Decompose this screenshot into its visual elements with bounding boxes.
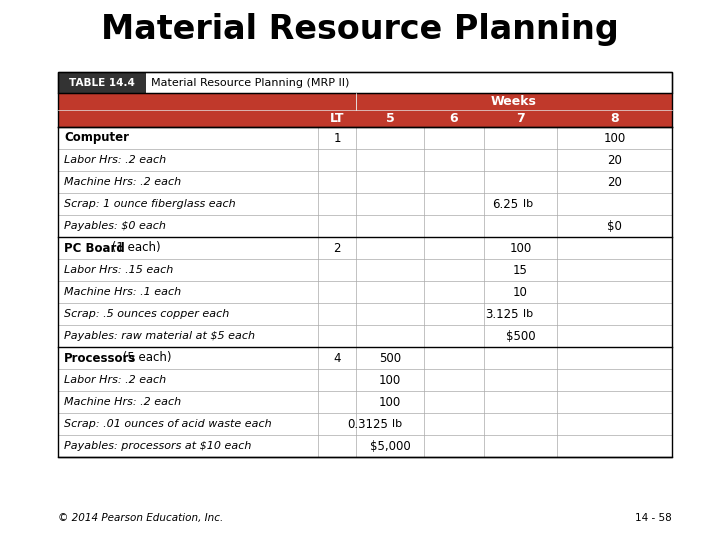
Text: Payables: processors at $10 each: Payables: processors at $10 each: [64, 441, 251, 451]
Bar: [58, 281, 672, 303]
Text: Scrap: .5 ounces copper each: Scrap: .5 ounces copper each: [64, 309, 229, 319]
Text: 20: 20: [607, 176, 622, 188]
Text: Scrap: 1 ounce fiberglass each: Scrap: 1 ounce fiberglass each: [64, 199, 235, 209]
Text: 10: 10: [513, 286, 528, 299]
Text: Labor Hrs: .2 each: Labor Hrs: .2 each: [64, 155, 166, 165]
Text: 1: 1: [333, 132, 341, 145]
Text: lb: lb: [523, 309, 533, 319]
Bar: [58, 215, 672, 237]
Text: (1 each): (1 each): [108, 241, 161, 254]
Text: Weeks: Weeks: [491, 95, 537, 108]
Text: Machine Hrs: .1 each: Machine Hrs: .1 each: [64, 287, 181, 297]
Bar: [58, 72, 146, 93]
Text: 6.25: 6.25: [492, 198, 518, 211]
Bar: [58, 369, 672, 391]
Text: © 2014 Pearson Education, Inc.: © 2014 Pearson Education, Inc.: [58, 513, 223, 523]
Text: 7: 7: [516, 112, 525, 125]
Text: (5 each): (5 each): [119, 352, 171, 365]
Bar: [58, 391, 672, 413]
Text: $5,000: $5,000: [369, 440, 410, 453]
Text: lb: lb: [523, 199, 533, 209]
Text: Labor Hrs: .2 each: Labor Hrs: .2 each: [64, 375, 166, 385]
Bar: [58, 72, 672, 93]
Text: $0: $0: [607, 219, 622, 233]
Bar: [58, 127, 672, 149]
Text: 100: 100: [509, 241, 531, 254]
Text: LT: LT: [330, 112, 344, 125]
Text: Machine Hrs: .2 each: Machine Hrs: .2 each: [64, 397, 181, 407]
Bar: [58, 347, 672, 369]
Text: 14 - 58: 14 - 58: [635, 513, 672, 523]
Text: Machine Hrs: .2 each: Machine Hrs: .2 each: [64, 177, 181, 187]
Bar: [58, 325, 672, 347]
Bar: [58, 110, 672, 127]
Text: 100: 100: [603, 132, 626, 145]
Text: 5: 5: [386, 112, 395, 125]
Text: 100: 100: [379, 395, 401, 408]
Text: 15: 15: [513, 264, 528, 276]
Bar: [58, 193, 672, 215]
Text: Processors: Processors: [64, 352, 136, 365]
Text: 500: 500: [379, 352, 401, 365]
Text: 4: 4: [333, 352, 341, 365]
Text: 2: 2: [333, 241, 341, 254]
Text: 8: 8: [610, 112, 618, 125]
Text: Payables: raw material at $5 each: Payables: raw material at $5 each: [64, 331, 255, 341]
Bar: [58, 435, 672, 457]
Text: 3.125: 3.125: [485, 307, 518, 321]
Bar: [58, 171, 672, 193]
Text: 100: 100: [379, 374, 401, 387]
Bar: [58, 72, 672, 457]
Text: $500: $500: [505, 329, 535, 342]
Text: Material Resource Planning: Material Resource Planning: [101, 14, 619, 46]
Bar: [58, 413, 672, 435]
Text: Computer: Computer: [64, 132, 129, 145]
Text: Scrap: .01 ounces of acid waste each: Scrap: .01 ounces of acid waste each: [64, 419, 271, 429]
Bar: [58, 237, 672, 259]
Text: Labor Hrs: .15 each: Labor Hrs: .15 each: [64, 265, 174, 275]
Text: Material Resource Planning (MRP II): Material Resource Planning (MRP II): [151, 78, 349, 87]
Text: PC Board: PC Board: [64, 241, 125, 254]
Bar: [58, 93, 672, 110]
Text: 6: 6: [450, 112, 459, 125]
Text: Payables: $0 each: Payables: $0 each: [64, 221, 166, 231]
Bar: [58, 259, 672, 281]
Text: lb: lb: [392, 419, 402, 429]
Text: TABLE 14.4: TABLE 14.4: [69, 78, 135, 87]
Text: 0.3125: 0.3125: [347, 417, 388, 430]
Bar: [58, 303, 672, 325]
Bar: [58, 149, 672, 171]
Text: 20: 20: [607, 153, 622, 166]
